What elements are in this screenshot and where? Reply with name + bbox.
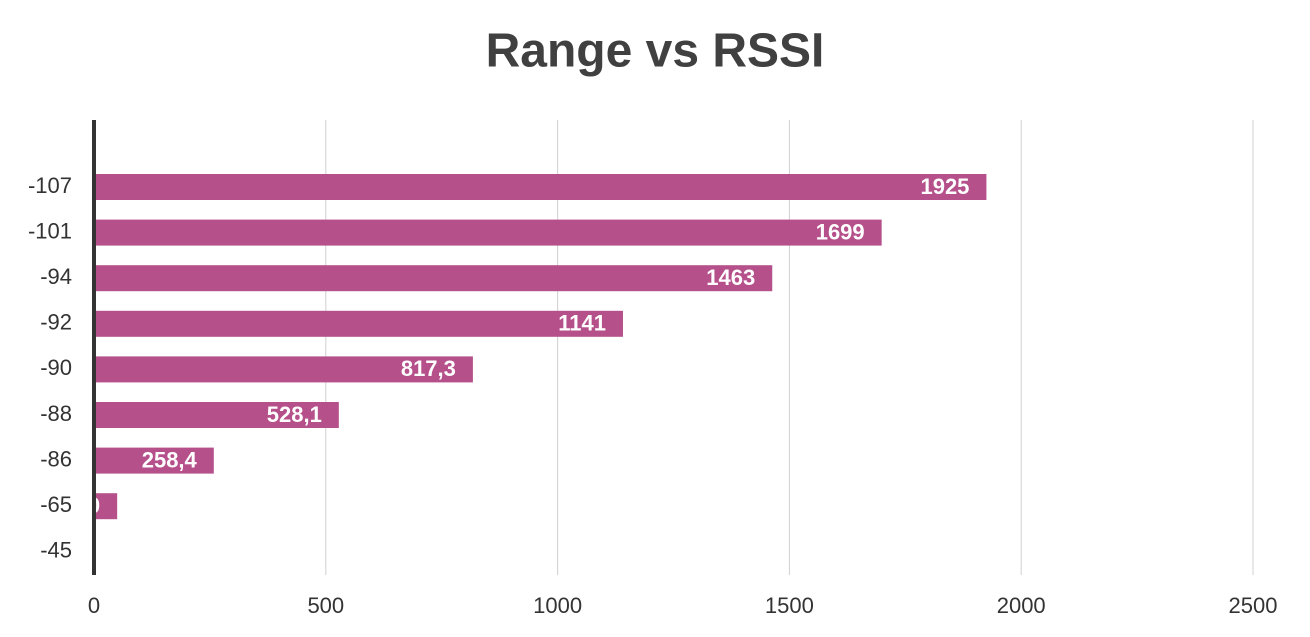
- value-label: 50: [76, 493, 100, 518]
- x-tick-label: 1000: [533, 593, 582, 618]
- x-tick-label: 0: [88, 593, 100, 618]
- value-label: 1925: [920, 174, 969, 199]
- value-label: 528,1: [267, 402, 322, 427]
- x-tick-label: 2000: [997, 593, 1046, 618]
- bar: [94, 219, 882, 246]
- chart-title: Range vs RSSI: [486, 25, 825, 78]
- y-tick-label: -94: [40, 264, 72, 289]
- y-tick-label: -101: [28, 218, 72, 243]
- bar: [94, 356, 473, 383]
- x-tick-label: 2500: [1229, 593, 1278, 618]
- y-tick-label: -86: [40, 446, 72, 471]
- bar: [94, 174, 987, 200]
- y-tick-label: -45: [40, 538, 72, 563]
- value-label: 1699: [816, 219, 865, 244]
- y-tick-label: -107: [28, 173, 72, 198]
- bar: [94, 265, 773, 292]
- x-tick-label: 1500: [765, 593, 814, 618]
- value-label: 258,4: [142, 447, 198, 472]
- y-tick-label: -90: [40, 355, 72, 380]
- bar: [94, 447, 214, 474]
- bar: [94, 402, 339, 428]
- x-tick-label: 500: [307, 593, 344, 618]
- y-tick-label: -88: [40, 401, 72, 426]
- value-label: 1463: [706, 265, 755, 290]
- bar: [94, 310, 623, 337]
- value-label: 817,3: [401, 356, 456, 381]
- y-tick-label: -65: [40, 492, 72, 517]
- y-tick-label: -92: [40, 310, 72, 335]
- value-label: 1141: [558, 311, 606, 336]
- bar: [94, 493, 118, 520]
